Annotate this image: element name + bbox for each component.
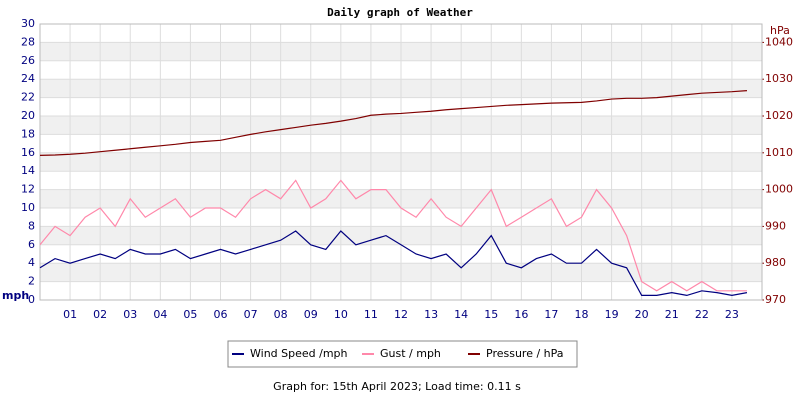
y2-tick-label: 1030 (765, 72, 793, 85)
x-tick-label: 17 (544, 308, 558, 321)
x-tick-label: 15 (484, 308, 498, 321)
y-tick-label: 20 (21, 109, 35, 122)
plot-frame (39, 23, 763, 301)
y2-tick-label: 970 (765, 293, 786, 306)
legend-label: Wind Speed /mph (250, 347, 348, 360)
x-tick-label: 05 (183, 308, 197, 321)
y-tick-label: 8 (28, 219, 35, 232)
legend-label: Gust / mph (380, 347, 441, 360)
x-tick-label: 02 (93, 308, 107, 321)
footer: Graph for: 15th April 2023; Load time: 0… (273, 380, 521, 393)
y-tick-label: 30 (21, 17, 35, 30)
x-tick-label: 21 (665, 308, 679, 321)
y-tick-label: 6 (28, 238, 35, 251)
y2-axis-label: hPa (770, 24, 790, 37)
x-tick-label: 04 (153, 308, 167, 321)
y2-tick-label: 990 (765, 219, 786, 232)
y-tick-label: 12 (21, 183, 35, 196)
y2-tick-label: 1040 (765, 35, 793, 48)
y2-tick-label: 980 (765, 256, 786, 269)
y-tick-label: 16 (21, 146, 35, 159)
y-tick-label: 18 (21, 127, 35, 140)
x-tick-label: 07 (244, 308, 258, 321)
x-tick-label: 19 (605, 308, 619, 321)
chart-title: Daily graph of Weather (327, 6, 473, 19)
y-tick-label: 14 (21, 164, 35, 177)
x-tick-label: 08 (274, 308, 288, 321)
x-tick-label: 11 (364, 308, 378, 321)
y-tick-label: 22 (21, 91, 35, 104)
x-tick-label: 13 (424, 308, 438, 321)
series-line (39, 230, 748, 297)
y-axis-label: mph (2, 289, 29, 302)
y2-tick-label: 1000 (765, 183, 793, 196)
x-tick-label: 03 (123, 308, 137, 321)
x-tick-label: 14 (454, 308, 468, 321)
x-tick-label: 09 (304, 308, 318, 321)
x-tick-label: 16 (514, 308, 528, 321)
x-tick-label: 18 (575, 308, 589, 321)
y-tick-label: 24 (21, 72, 35, 85)
x-tick-label: 20 (635, 308, 649, 321)
x-tick-label: 23 (725, 308, 739, 321)
y-tick-label: 28 (21, 35, 35, 48)
y-tick-label: 4 (28, 256, 35, 269)
x-tick-label: 22 (695, 308, 709, 321)
series-line (39, 179, 747, 292)
y-tick-label: 26 (21, 54, 35, 67)
y-tick-label: 10 (21, 201, 35, 214)
y-tick-label: 2 (28, 275, 35, 288)
x-tick-label: 06 (214, 308, 228, 321)
x-tick-label: 01 (63, 308, 77, 321)
y2-tick-label: 1010 (765, 146, 793, 159)
legend-label: Pressure / hPa (486, 347, 564, 360)
x-tick-label: 10 (334, 308, 348, 321)
y2-tick-label: 1020 (765, 109, 793, 122)
y-tick-label: 0 (28, 293, 35, 306)
series-line (39, 90, 748, 156)
x-tick-label: 12 (394, 308, 408, 321)
legend-box (227, 340, 578, 368)
